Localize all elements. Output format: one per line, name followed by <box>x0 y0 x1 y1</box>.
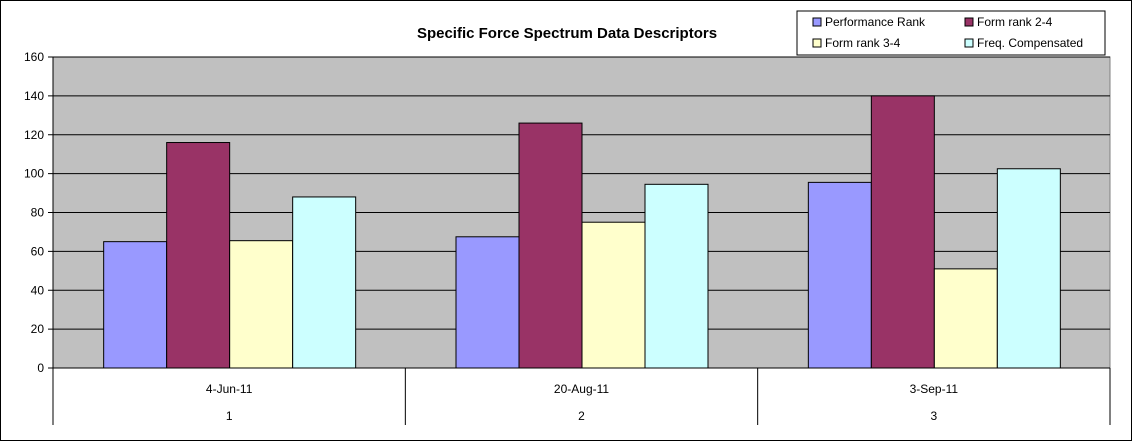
bar <box>933 268 998 369</box>
bar <box>581 221 646 369</box>
bar <box>166 142 231 369</box>
x-tick-label: 3-Sep-11 <box>910 382 959 396</box>
bar <box>807 181 872 369</box>
x-tick-label: 4-Jun-11 <box>206 382 253 396</box>
legend-swatch <box>964 38 974 48</box>
bar <box>870 95 935 369</box>
x-category-number: 3 <box>930 409 937 423</box>
legend-label: Form rank 2-4 <box>977 15 1053 29</box>
bar <box>455 236 520 369</box>
bar <box>103 241 168 369</box>
y-tick-label: 40 <box>31 283 45 297</box>
chart-title: Specific Force Spectrum Data Descriptors <box>417 25 717 42</box>
x-category-number: 1 <box>226 409 233 423</box>
bar <box>644 183 709 369</box>
plot-area: 0 20 40 60 80 100 120 140 160 4-Jun-11 1 20-Aug-11 2… <box>24 50 1111 425</box>
y-tick-label: 100 <box>24 167 44 181</box>
y-tick-label: 60 <box>31 244 45 258</box>
y-tick-label: 140 <box>24 89 44 103</box>
y-tick-label: 20 <box>31 322 45 336</box>
bar <box>229 240 294 369</box>
bar <box>996 168 1061 369</box>
x-category-number: 2 <box>578 409 585 423</box>
legend-label: Form rank 3-4 <box>825 36 901 50</box>
bar <box>292 196 357 369</box>
legend-swatch <box>812 17 822 27</box>
y-tick-label: 120 <box>24 128 44 142</box>
x-tick-label: 20-Aug-11 <box>554 382 609 396</box>
y-tick-label: 0 <box>37 361 44 375</box>
legend-swatch <box>812 38 822 48</box>
legend-swatch <box>964 17 974 27</box>
legend-box <box>796 10 1106 56</box>
legend: Performance Rank Form rank 2-4 Form rank 3… <box>796 10 1106 56</box>
legend-label: Performance Rank <box>825 15 926 29</box>
y-tick-label: 160 <box>24 50 44 64</box>
bar <box>518 122 583 369</box>
legend-label: Freq. Compensated <box>977 36 1083 50</box>
y-tick-label: 80 <box>31 206 45 220</box>
